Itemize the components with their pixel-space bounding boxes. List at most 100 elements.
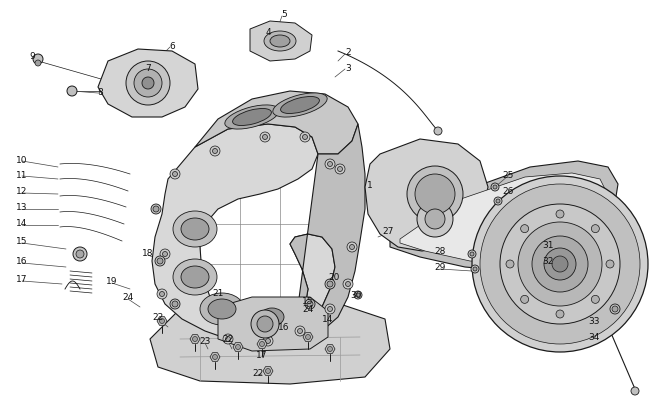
Polygon shape [210, 353, 220, 361]
Circle shape [356, 293, 360, 297]
Text: 10: 10 [16, 155, 28, 164]
Text: 24: 24 [122, 293, 134, 302]
Ellipse shape [264, 32, 296, 52]
Ellipse shape [270, 36, 290, 48]
Text: 14: 14 [16, 219, 28, 228]
Text: 33: 33 [588, 317, 600, 326]
Polygon shape [390, 162, 618, 271]
Circle shape [157, 289, 167, 299]
Circle shape [126, 62, 170, 106]
Circle shape [491, 183, 499, 192]
Text: 30: 30 [350, 291, 362, 300]
Text: 4: 4 [265, 28, 271, 36]
Text: 32: 32 [542, 257, 554, 266]
Circle shape [325, 160, 335, 170]
Circle shape [257, 316, 273, 332]
Circle shape [226, 337, 231, 342]
Polygon shape [218, 297, 328, 351]
Circle shape [172, 301, 178, 307]
Text: 16: 16 [16, 257, 28, 266]
Circle shape [434, 128, 442, 136]
Circle shape [407, 166, 463, 222]
Circle shape [500, 205, 620, 324]
Circle shape [425, 209, 445, 230]
Text: 28: 28 [434, 247, 446, 256]
Circle shape [354, 291, 362, 299]
Circle shape [592, 296, 599, 304]
Circle shape [346, 282, 350, 287]
Ellipse shape [181, 266, 209, 288]
Ellipse shape [281, 97, 319, 114]
Circle shape [142, 78, 154, 90]
Circle shape [521, 296, 528, 304]
Ellipse shape [181, 218, 209, 241]
Text: 5: 5 [281, 9, 287, 19]
Circle shape [260, 133, 270, 143]
Circle shape [610, 304, 620, 314]
Polygon shape [150, 304, 390, 384]
Text: 9: 9 [29, 51, 35, 60]
Polygon shape [190, 335, 200, 343]
Circle shape [160, 249, 170, 259]
Circle shape [337, 167, 343, 172]
Circle shape [544, 248, 576, 280]
Circle shape [552, 256, 568, 272]
Polygon shape [233, 343, 243, 352]
Text: 6: 6 [169, 41, 175, 50]
Circle shape [468, 250, 476, 258]
Circle shape [265, 339, 270, 344]
Ellipse shape [260, 308, 284, 326]
Circle shape [415, 175, 455, 215]
Circle shape [76, 250, 84, 258]
Circle shape [33, 55, 43, 65]
Circle shape [325, 279, 335, 289]
Circle shape [493, 185, 497, 190]
Text: 7: 7 [145, 63, 151, 72]
Ellipse shape [200, 293, 244, 325]
Circle shape [170, 170, 180, 179]
Circle shape [172, 172, 177, 177]
Ellipse shape [233, 109, 272, 126]
Circle shape [592, 225, 599, 233]
Ellipse shape [208, 299, 236, 319]
Circle shape [472, 177, 648, 352]
Circle shape [506, 260, 514, 269]
Text: 21: 21 [213, 289, 224, 298]
Polygon shape [195, 92, 358, 155]
Circle shape [471, 265, 479, 273]
Text: 15: 15 [302, 297, 314, 306]
Circle shape [480, 185, 640, 344]
Text: 26: 26 [502, 186, 514, 195]
Circle shape [151, 205, 161, 215]
Ellipse shape [173, 211, 217, 247]
Text: 11: 11 [16, 170, 28, 179]
Polygon shape [152, 125, 335, 341]
Text: 13: 13 [16, 203, 28, 212]
Text: 17: 17 [16, 275, 28, 284]
Text: 3: 3 [345, 63, 351, 72]
Text: 22: 22 [152, 313, 164, 322]
Polygon shape [270, 125, 365, 337]
Text: 19: 19 [106, 277, 118, 286]
Circle shape [235, 345, 240, 350]
Polygon shape [157, 317, 167, 326]
Circle shape [159, 319, 164, 324]
Polygon shape [325, 345, 335, 354]
Circle shape [307, 301, 313, 307]
Circle shape [417, 202, 453, 237]
Circle shape [259, 342, 265, 347]
Circle shape [600, 314, 610, 324]
Polygon shape [263, 367, 273, 375]
Text: 22: 22 [222, 335, 233, 344]
Circle shape [532, 237, 588, 292]
Circle shape [153, 207, 159, 213]
Text: 23: 23 [200, 337, 211, 345]
Ellipse shape [173, 259, 217, 295]
Circle shape [67, 87, 77, 97]
Text: 2: 2 [345, 47, 351, 56]
Circle shape [556, 211, 564, 218]
Text: 20: 20 [328, 273, 340, 282]
Circle shape [343, 279, 353, 289]
Polygon shape [400, 174, 608, 263]
Polygon shape [257, 340, 267, 348]
